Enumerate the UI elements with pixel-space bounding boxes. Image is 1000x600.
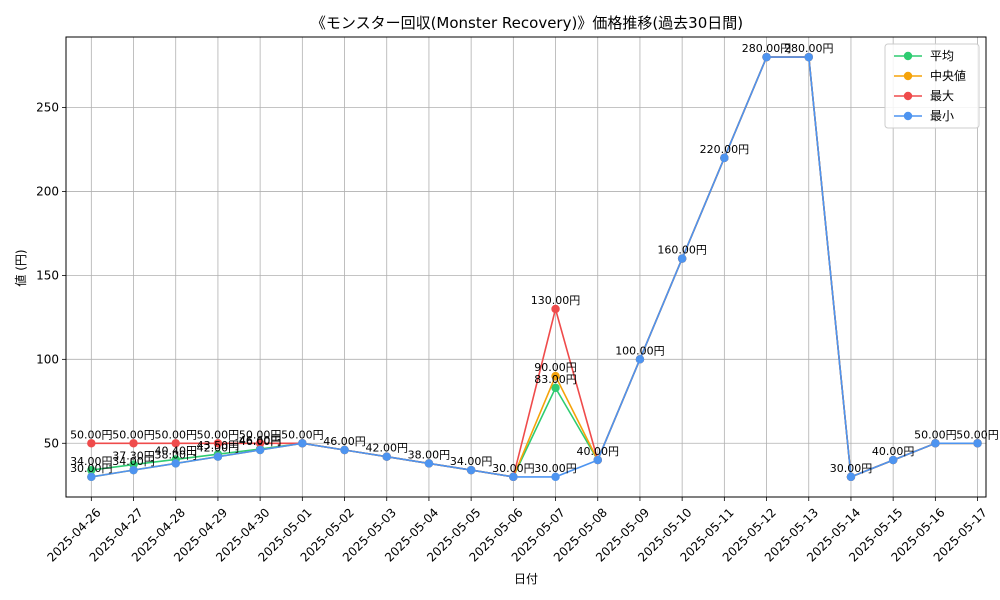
data-label: 50.00円 — [281, 428, 324, 441]
data-point — [87, 439, 96, 448]
legend-marker — [903, 71, 913, 81]
data-label: 34.00円 — [450, 455, 493, 468]
data-label: 46.60円 — [239, 434, 282, 447]
data-label: 83.00円 — [534, 373, 577, 386]
data-point — [213, 439, 223, 448]
legend-label: 平均 — [930, 49, 954, 63]
data-label: 280.00円 — [742, 42, 792, 55]
data-label: 50.00円 — [956, 428, 999, 441]
y-tick-label: 50 — [44, 436, 59, 450]
series-layer — [87, 52, 982, 482]
data-point — [677, 254, 687, 263]
data-label: 38.00円 — [408, 448, 451, 461]
data-label: 50.00円 — [914, 428, 957, 441]
data-point — [804, 52, 813, 62]
legend-label: 最小 — [930, 109, 954, 123]
y-tick-label: 200 — [36, 184, 59, 198]
series-line-3 — [91, 56, 978, 479]
data-point — [87, 465, 96, 475]
chart-title: 《モンスター回収(Monster Recovery)》価格推移(過去30日間) — [311, 14, 743, 32]
x-axis-label: 日付 — [514, 572, 538, 586]
data-point — [255, 439, 265, 448]
data-point — [551, 472, 560, 482]
data-label: 46.00円 — [323, 435, 366, 448]
data-label: 50.00円 — [112, 428, 155, 441]
data-point — [298, 439, 307, 448]
data-point — [171, 459, 180, 468]
data-label: 130.00円 — [531, 294, 581, 307]
data-point — [635, 355, 645, 364]
data-point — [931, 439, 940, 448]
data-label: 220.00円 — [700, 143, 750, 156]
legend-marker — [903, 91, 913, 101]
data-label: 43.50円 — [197, 439, 240, 452]
data-label: 90.00円 — [534, 361, 577, 374]
data-point — [129, 439, 138, 448]
data-point — [973, 439, 982, 448]
data-label: 34.00円 — [70, 455, 113, 468]
data-point — [762, 52, 771, 62]
data-point — [551, 371, 560, 381]
data-point — [466, 465, 476, 475]
data-point — [382, 452, 391, 461]
data-point — [593, 455, 602, 465]
data-point — [846, 472, 856, 482]
data-label: 100.00円 — [615, 344, 665, 357]
grid — [66, 37, 986, 497]
data-label: 50.00円 — [197, 428, 240, 441]
legend-marker — [903, 111, 913, 121]
data-label: 42.00円 — [197, 442, 240, 455]
data-label: 160.00円 — [657, 244, 707, 257]
data-label: 30.00円 — [830, 462, 873, 475]
plot-frame — [65, 36, 987, 498]
data-point — [551, 304, 560, 314]
data-label: 50.00円 — [154, 428, 197, 441]
legend-box — [884, 43, 980, 129]
legend-label: 最大 — [930, 89, 954, 103]
y-tick-label: 100 — [36, 352, 59, 366]
data-label: 34.00円 — [112, 455, 155, 468]
data-label: 42.00円 — [365, 442, 408, 455]
legend-label: 中央値 — [930, 68, 966, 83]
data-label: 30.00円 — [70, 462, 113, 475]
y-tick-label: 250 — [36, 101, 59, 115]
data-label: 30.00円 — [534, 462, 577, 475]
data-point — [171, 439, 180, 448]
y-axis-label: 値 (円) — [13, 249, 28, 286]
legend-marker — [903, 51, 913, 61]
data-point — [87, 472, 96, 482]
data-point — [213, 452, 223, 461]
data-point — [129, 465, 138, 475]
y-tick-label: 150 — [36, 268, 59, 282]
data-point — [509, 472, 518, 482]
data-point — [424, 459, 434, 468]
data-label: 280.00円 — [784, 42, 834, 55]
data-label: 38.00円 — [154, 448, 197, 461]
data-point — [888, 455, 898, 465]
data-point — [720, 153, 729, 163]
data-label: 37.30円 — [112, 450, 155, 463]
data-label: 40.00円 — [872, 445, 915, 458]
data-label: 30.00円 — [492, 462, 535, 475]
data-label: 40.00円 — [576, 445, 619, 458]
data-label: 50.00円 — [70, 428, 113, 441]
data-point — [255, 445, 265, 455]
data-point — [340, 445, 349, 455]
data-label: 50.00円 — [239, 428, 282, 441]
data-point — [551, 383, 560, 393]
data-label: 46.00円 — [239, 435, 282, 448]
data-label: 40.40円 — [154, 444, 197, 457]
